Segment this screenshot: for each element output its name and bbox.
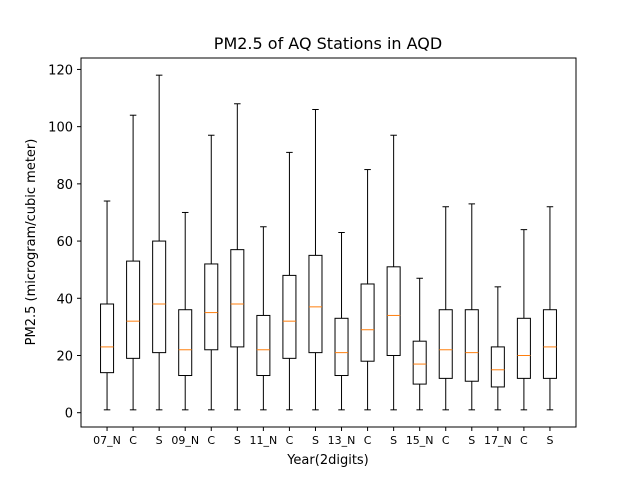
x-tick-label: 09_N bbox=[171, 434, 199, 447]
box-2 bbox=[126, 114, 141, 411]
box-13 bbox=[412, 277, 427, 411]
y-tick-label: 80 bbox=[56, 178, 73, 193]
x-tick-label: 07_N bbox=[93, 434, 121, 447]
plot-area bbox=[80, 57, 577, 428]
x-tick-label: S bbox=[312, 434, 319, 447]
box-iqr bbox=[100, 303, 115, 374]
box-12 bbox=[386, 134, 401, 411]
x-axis: 07_N C S 09_N C S 11_N C S 13_N C S 15_N C S 17_N C S bbox=[93, 427, 553, 447]
x-tick-label: C bbox=[207, 434, 215, 447]
box-6 bbox=[230, 103, 245, 411]
box-14 bbox=[438, 206, 453, 411]
x-tick-label: S bbox=[468, 434, 475, 447]
box-5 bbox=[204, 134, 219, 411]
box-iqr bbox=[464, 309, 479, 382]
box-11 bbox=[360, 169, 375, 411]
box-17 bbox=[516, 229, 531, 411]
box-1 bbox=[100, 200, 115, 411]
x-tick-label: C bbox=[442, 434, 450, 447]
x-tick-label: 11_N bbox=[250, 434, 278, 447]
x-tick-label: C bbox=[364, 434, 372, 447]
x-tick-label: 13_N bbox=[328, 434, 356, 447]
box-iqr bbox=[204, 263, 219, 351]
x-tick-label: C bbox=[286, 434, 294, 447]
box-iqr bbox=[256, 314, 271, 377]
box-9 bbox=[308, 108, 323, 411]
y-tick-label: 120 bbox=[48, 63, 73, 78]
x-axis-label: Year(2digits) bbox=[286, 453, 369, 468]
box-18 bbox=[542, 206, 557, 411]
box-iqr bbox=[360, 283, 375, 362]
y-tick-label: 40 bbox=[56, 292, 73, 307]
box-iqr bbox=[282, 274, 297, 359]
boxes-group bbox=[100, 74, 557, 411]
y-axis-label: PM2.5 (microgram/cubic meter) bbox=[24, 139, 39, 346]
box-iqr bbox=[412, 340, 427, 385]
box-iqr bbox=[490, 346, 505, 388]
box-iqr bbox=[542, 309, 557, 379]
box-iqr bbox=[178, 309, 193, 377]
box-iqr bbox=[126, 260, 141, 359]
box-16 bbox=[490, 286, 505, 411]
box-iqr bbox=[230, 249, 245, 348]
x-tick-label: C bbox=[520, 434, 528, 447]
box-15 bbox=[464, 203, 479, 411]
box-iqr bbox=[334, 317, 349, 377]
x-tick-label: S bbox=[234, 434, 241, 447]
chart-title: PM2.5 of AQ Stations in AQD bbox=[214, 34, 442, 53]
box-iqr bbox=[516, 317, 531, 379]
box-10 bbox=[334, 231, 349, 411]
box-7 bbox=[256, 226, 271, 411]
box-iqr bbox=[438, 309, 453, 379]
box-8 bbox=[282, 151, 297, 411]
x-tick-label: S bbox=[546, 434, 553, 447]
x-tick-label: 15_N bbox=[406, 434, 434, 447]
box-4 bbox=[178, 211, 193, 411]
x-tick-label: S bbox=[156, 434, 163, 447]
box-iqr bbox=[386, 266, 401, 356]
y-axis: 0 20 40 60 80 100 120 bbox=[48, 63, 81, 422]
y-tick-label: 60 bbox=[56, 235, 73, 250]
y-tick-label: 100 bbox=[48, 121, 73, 136]
y-tick-label: 0 bbox=[65, 407, 73, 422]
x-tick-label: S bbox=[390, 434, 397, 447]
box-iqr bbox=[152, 240, 167, 354]
y-tick-label: 20 bbox=[56, 349, 73, 364]
box-3 bbox=[152, 74, 167, 411]
x-tick-label: 17_N bbox=[484, 434, 512, 447]
x-tick-label: C bbox=[129, 434, 137, 447]
box-iqr bbox=[308, 254, 323, 354]
